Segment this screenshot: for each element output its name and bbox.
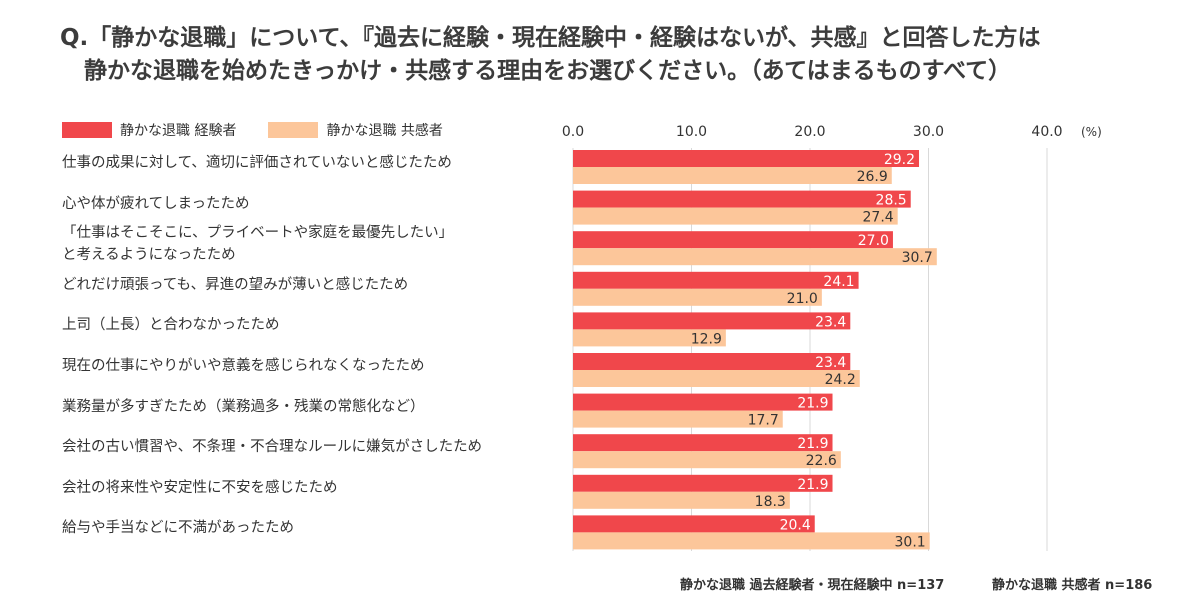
x-tick-label: 40.0 [1031,124,1062,140]
bar-sympathizer [573,167,892,184]
data-label-experienced: 28.5 [876,193,907,209]
bar-experienced [573,312,851,330]
legend-swatch-experienced [62,122,112,138]
unit-label: (%) [1081,125,1102,139]
title-line-1: Q.「静かな退職」について、『過去に経験・現在経験中・経験はないが、共感』と回答… [60,25,1041,51]
bar-experienced [573,150,920,167]
legend-item-experienced: 静かな退職 経験者 [62,120,236,140]
title-line-2: 静かな退職を始めたきっかけ・共感する理由をお選びください。（あてはまるものすべて… [84,58,1012,84]
data-label-experienced: 27.0 [858,233,889,249]
bar-experienced [573,515,815,533]
data-label-sympathizer: 26.9 [857,169,888,185]
data-label-experienced: 24.1 [823,274,854,290]
data-label-experienced: 23.4 [815,314,846,330]
data-label-sympathizer: 22.6 [806,453,837,469]
bar-sympathizer [573,248,937,266]
legend: 静かな退職 経験者 静かな退職 共感者 [62,120,475,140]
category-label: 「仕事はそこそこに、プライベートや家庭を最優先したい」 と考えるようになったため [62,225,454,264]
category-label: 会社の古い慣習や、不条理・不合理なルールに嫌気がさしたため [62,439,483,456]
bar-sympathizer [573,451,841,469]
bar-sympathizer [573,491,790,509]
category-label: 上司（上長）と合わなかったため [62,317,280,334]
legend-label-experienced: 静かな退職 経験者 [120,123,237,139]
legend-label-sympathizer: 静かな退職 共感者 [326,123,443,139]
data-label-sympathizer: 18.3 [755,494,786,510]
footnote-experienced: 静かな退職 過去経験者・現在経験中 n=137 [680,578,945,593]
bar-sympathizer [573,532,930,550]
data-label-sympathizer: 12.9 [691,331,722,347]
data-label-sympathizer: 21.0 [787,291,818,307]
data-label-experienced: 20.4 [780,517,811,533]
data-label-sympathizer: 30.7 [902,250,933,266]
category-label: 現在の仕事にやりがいや意義を感じられなくなったため [62,358,425,374]
bar-experienced [573,353,851,370]
category-label: 業務量が多すぎたため（業務過多・残業の常態化など） [62,398,425,415]
data-label-experienced: 21.9 [797,436,828,452]
bar-sympathizer [573,410,783,428]
bar-sympathizer [573,329,726,347]
x-tick-label: 30.0 [913,124,944,140]
x-tick-label: 10.0 [676,124,707,140]
data-label-sympathizer: 30.1 [895,534,926,550]
bar-experienced [573,393,833,411]
data-label-experienced: 23.4 [815,355,846,371]
category-label: 会社の将来性や安定性に不安を感じたため [62,479,338,496]
category-label: 給与や手当などに不満があったため [62,520,294,537]
category-label: 仕事の成果に対して、適切に評価されていないと感じたため [62,155,452,171]
x-tick-label: 20.0 [794,124,825,140]
bar-sympathizer [573,370,860,387]
data-label-experienced: 29.2 [884,152,915,168]
data-label-experienced: 21.9 [797,396,828,412]
bar-experienced [573,434,833,452]
bar-experienced [573,271,859,289]
legend-swatch-sympathizer [268,122,319,138]
category-label: どれだけ頑張っても、昇進の望みが薄いと感じたため [62,276,409,293]
x-tick-label: 0.0 [562,124,584,140]
bar-experienced [573,190,911,208]
bar-experienced [573,231,893,249]
data-label-sympathizer: 27.4 [863,210,894,226]
data-label-experienced: 21.9 [797,477,828,493]
data-label-sympathizer: 24.2 [825,372,856,388]
bar-sympathizer [573,288,822,306]
footnote-sympathizer: 静かな退職 共感者 n=186 [992,578,1153,593]
bar-sympathizer [573,207,898,225]
data-label-sympathizer: 17.7 [748,413,779,429]
chart-title: Q.「静かな退職」について、『過去に経験・現在経験中・経験はないが、共感』と回答… [60,22,1041,88]
legend-item-sympathizer: 静かな退職 共感者 [268,120,443,140]
category-label: 心や体が疲れてしまったため [62,195,250,212]
bar-experienced [573,474,833,492]
